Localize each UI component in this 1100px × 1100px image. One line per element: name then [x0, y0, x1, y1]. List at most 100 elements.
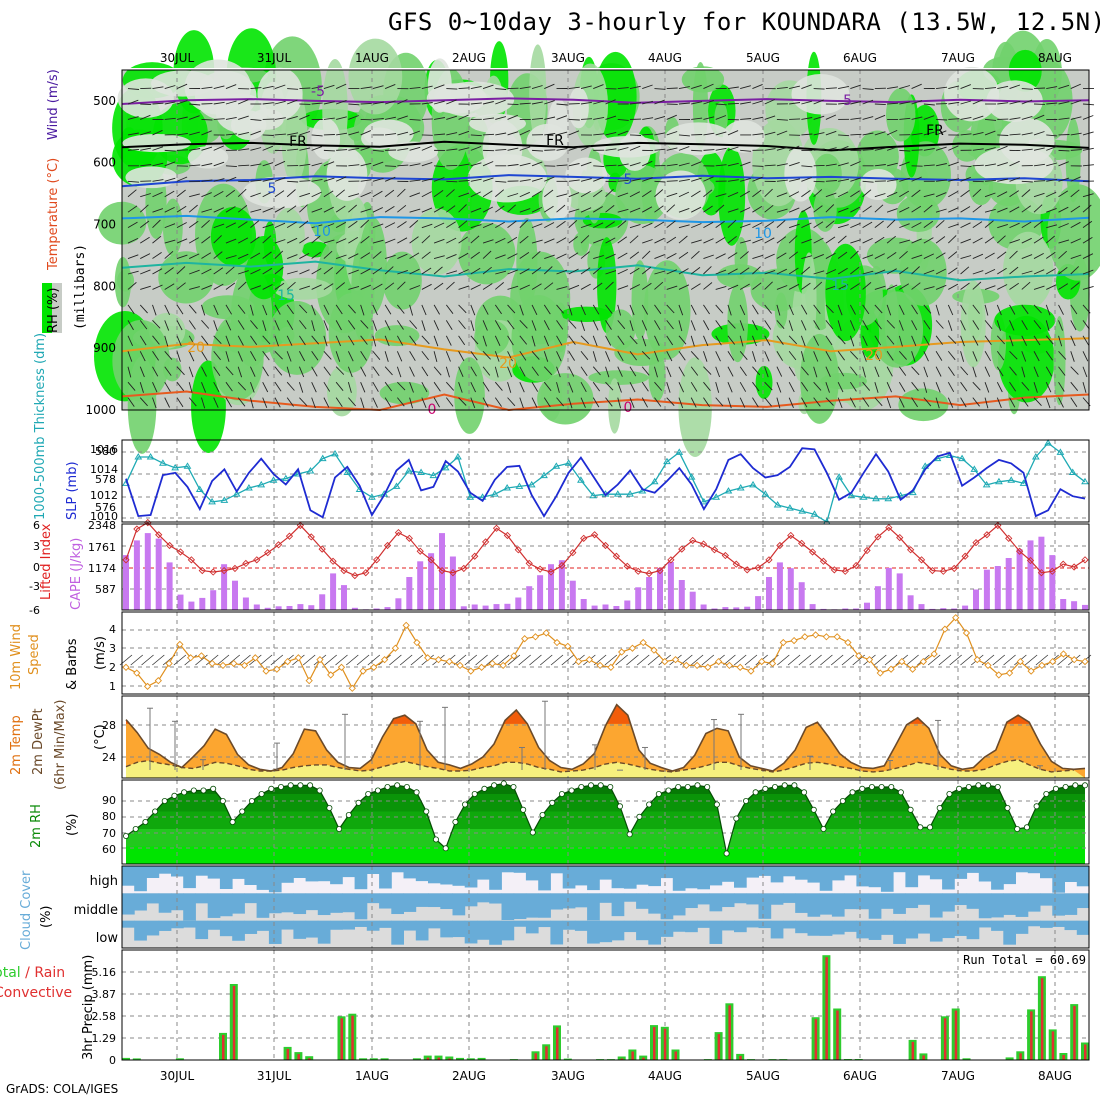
- wind-barb: [837, 284, 849, 290]
- wind-speed-point: [1070, 656, 1078, 664]
- wind-barb: [507, 285, 519, 290]
- wind-barb: [592, 366, 601, 376]
- wind-barb: [446, 221, 456, 229]
- wind-barb: [519, 235, 529, 244]
- wind-barb: [274, 239, 286, 244]
- wind-barb: [691, 239, 702, 244]
- cloud-bar: [942, 920, 955, 939]
- surface-wind-barb: [647, 654, 661, 666]
- cape-bar: [166, 562, 173, 610]
- wind-barb: [642, 222, 653, 229]
- slp-tick: 1014: [90, 463, 118, 476]
- wind-barb: [396, 320, 404, 330]
- wind-barb: [348, 335, 355, 346]
- cloud-bar: [428, 866, 441, 884]
- thickness-point: [613, 490, 622, 497]
- wind-barb: [592, 397, 600, 408]
- wind-barb: [580, 118, 593, 120]
- wind-barb: [1021, 397, 1029, 407]
- wind-barb: [458, 335, 466, 346]
- cloud-bar: [770, 866, 784, 883]
- contour-label: FR: [289, 134, 307, 150]
- wind-barb: [984, 147, 996, 151]
- contour-FR: [121, 140, 1090, 152]
- cape-bar: [646, 577, 653, 610]
- wind-barb: [397, 221, 407, 229]
- wind-barb: [458, 236, 468, 244]
- cape-bar: [951, 608, 958, 610]
- wind-barb: [409, 220, 419, 228]
- wind-barb: [152, 284, 163, 290]
- cloud-bar: [697, 866, 710, 890]
- contour-15: [121, 260, 1090, 282]
- wind-barb: [997, 178, 1009, 182]
- wind-barb: [348, 304, 356, 314]
- wind-barb: [752, 366, 761, 376]
- cloud-bar: [807, 920, 821, 936]
- wind-barb: [789, 223, 800, 229]
- wind-barb: [384, 100, 396, 105]
- wind-barb: [237, 221, 248, 229]
- wind-barb: [213, 178, 225, 182]
- cape-frame: [121, 523, 1090, 611]
- wind-barb: [274, 100, 286, 105]
- wind-barb: [715, 164, 727, 167]
- cloud-bar: [403, 920, 417, 931]
- wind-barb: [691, 161, 702, 167]
- wind-barb: [947, 304, 954, 316]
- wind-barb: [482, 161, 494, 167]
- wind-barb: [580, 207, 592, 213]
- wind-barb: [997, 145, 1008, 151]
- wind-barb: [286, 205, 297, 213]
- wind-barb: [225, 282, 236, 290]
- surface-wind-barb: [777, 654, 790, 666]
- rh-patch: [582, 212, 623, 229]
- wind-barb: [837, 235, 847, 244]
- wind-barb: [727, 382, 733, 393]
- wind-barb: [556, 335, 563, 346]
- wind-barb: [335, 381, 344, 391]
- wind-barb: [935, 219, 945, 228]
- wind-barb: [617, 320, 626, 330]
- wind-barb: [1034, 180, 1046, 182]
- wind-tick: 3: [109, 642, 116, 655]
- wind-barb: [617, 119, 629, 121]
- wind-barb: [336, 149, 348, 151]
- lifted-index-point: [754, 564, 762, 572]
- surface-wind-barb: [270, 654, 284, 666]
- wind-barb: [470, 145, 482, 151]
- cloud-bar: [256, 920, 270, 931]
- wind-barb: [360, 130, 371, 136]
- wind-barb: [972, 164, 984, 167]
- wind-barb: [739, 304, 746, 316]
- wind-barb: [899, 206, 910, 213]
- cloud-bar: [550, 866, 564, 874]
- rh-point: [956, 785, 963, 792]
- wind-barb: [850, 133, 862, 136]
- wind-barb: [886, 208, 898, 213]
- wind-barb: [1058, 190, 1069, 198]
- wind-barb: [703, 149, 715, 151]
- wind-barb: [862, 335, 868, 346]
- wind-barb: [703, 99, 714, 105]
- wind-barb: [629, 320, 634, 332]
- wind-barb: [972, 381, 981, 391]
- wind-barb: [250, 236, 260, 244]
- wind-barb: [176, 238, 188, 244]
- rh-point: [723, 850, 730, 857]
- wind-speed-point: [208, 659, 216, 668]
- wind-barb: [972, 99, 984, 105]
- surface-wind-barb: [992, 654, 1006, 666]
- wind-barb: [470, 134, 482, 137]
- wind-barb: [727, 208, 739, 213]
- wind-barb: [862, 205, 872, 213]
- wind-barb: [568, 351, 575, 361]
- wind-barb: [1021, 366, 1026, 378]
- wind-barb: [470, 191, 481, 198]
- wind-barb: [262, 304, 268, 316]
- precip-total-bar: [477, 1057, 486, 1060]
- wind-barb: [605, 304, 613, 314]
- wind-speed-point: [521, 635, 529, 643]
- wind-barb: [262, 235, 272, 244]
- thickness-point: [454, 453, 462, 460]
